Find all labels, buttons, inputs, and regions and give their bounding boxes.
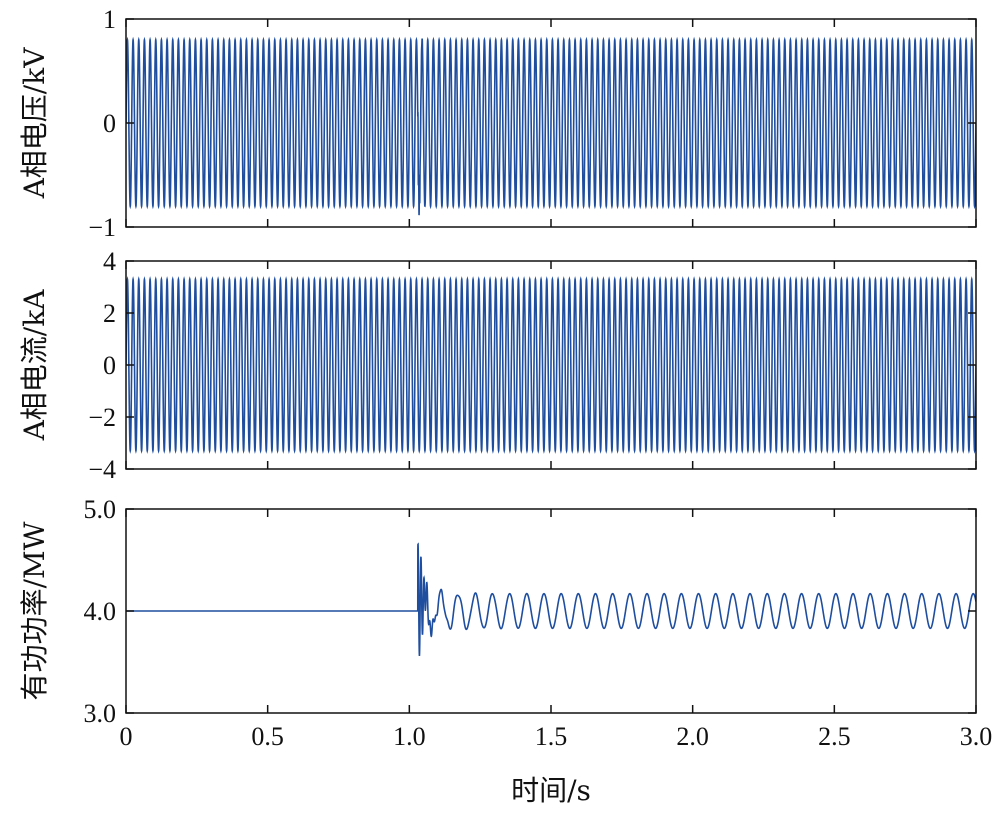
x-tick-label: 3.0	[960, 722, 993, 751]
y-tick-label: −4	[88, 455, 116, 484]
x-tick-label: 2.5	[818, 722, 851, 751]
y-tick-label: 2	[103, 299, 116, 328]
y-tick-label: 1	[103, 5, 116, 34]
series-line	[126, 276, 976, 454]
y-axis-label: 有功功率/MW	[18, 521, 51, 700]
x-tick-label: 1.0	[393, 722, 426, 751]
y-tick-label: 0	[103, 351, 116, 380]
x-axis-label: 时间/s	[511, 774, 591, 807]
y-tick-label: 0	[103, 109, 116, 138]
y-tick-label: 4.0	[84, 597, 117, 626]
y-tick-label: −1	[88, 213, 116, 242]
x-tick-label: 1.5	[535, 722, 568, 751]
series-line	[126, 36, 976, 216]
x-tick-label: 0	[120, 722, 133, 751]
x-tick-label: 2.0	[676, 722, 709, 751]
chart-panel-2: −4 −2 0 2 4 A相电流/kA	[18, 247, 977, 484]
x-tick-label: 0.5	[251, 722, 284, 751]
chart-panel-3: 3.0 4.0 5.0 0 0.5 1.0 1.5 2.0 2.5 3.0 有功功率/MW 时间/s	[18, 495, 992, 807]
y-tick-label: 4	[103, 247, 116, 276]
chart-panel-1: −1 0 1 A相电压/kV	[18, 5, 977, 242]
y-axis-label: A相电流/kA	[18, 289, 51, 442]
series-line	[126, 542, 976, 656]
y-tick-label: 5.0	[84, 495, 117, 524]
y-axis-label: A相电压/kV	[18, 47, 51, 200]
y-tick-label: −2	[88, 403, 116, 432]
y-tick-label: 3.0	[84, 699, 117, 728]
